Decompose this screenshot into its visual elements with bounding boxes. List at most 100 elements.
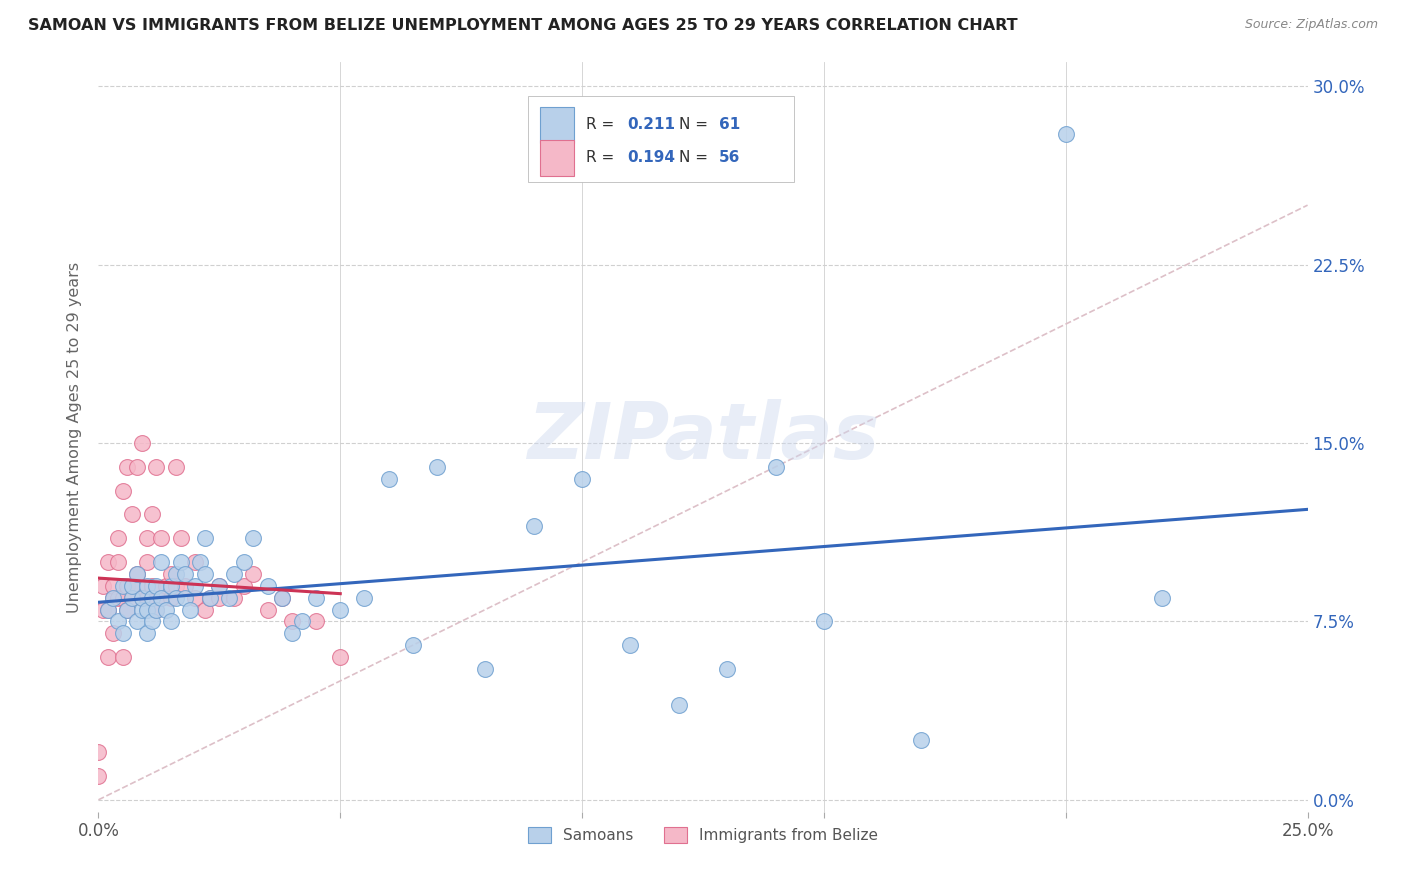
Point	[141, 579, 163, 593]
Point	[188, 555, 211, 569]
Point	[135, 591, 157, 605]
Point	[329, 602, 352, 616]
Point	[271, 591, 294, 605]
Point	[111, 650, 134, 665]
Point	[765, 459, 787, 474]
Point	[131, 436, 153, 450]
Point	[184, 579, 207, 593]
Point	[377, 472, 399, 486]
Text: R =: R =	[586, 117, 619, 132]
Point	[194, 602, 217, 616]
Point	[145, 602, 167, 616]
Point	[150, 591, 173, 605]
Point	[97, 602, 120, 616]
Point	[111, 579, 134, 593]
FancyBboxPatch shape	[540, 140, 574, 176]
Point	[198, 591, 221, 605]
Text: SAMOAN VS IMMIGRANTS FROM BELIZE UNEMPLOYMENT AMONG AGES 25 TO 29 YEARS CORRELAT: SAMOAN VS IMMIGRANTS FROM BELIZE UNEMPLO…	[28, 18, 1018, 33]
FancyBboxPatch shape	[527, 96, 793, 182]
Point	[131, 591, 153, 605]
Point	[135, 579, 157, 593]
Point	[208, 579, 231, 593]
Point	[242, 531, 264, 545]
Point	[127, 566, 149, 581]
Point	[165, 591, 187, 605]
Y-axis label: Unemployment Among Ages 25 to 29 years: Unemployment Among Ages 25 to 29 years	[67, 261, 83, 613]
Point	[256, 602, 278, 616]
Point	[222, 591, 245, 605]
Text: 0.211: 0.211	[627, 117, 675, 132]
Point	[111, 626, 134, 640]
Point	[1054, 127, 1077, 141]
Point	[160, 566, 183, 581]
Text: R =: R =	[586, 150, 619, 165]
Point	[474, 662, 496, 676]
Point	[174, 566, 197, 581]
Point	[121, 591, 143, 605]
Point	[97, 602, 120, 616]
Point	[117, 579, 139, 593]
Point	[135, 555, 157, 569]
Point	[813, 615, 835, 629]
Point	[101, 579, 124, 593]
Point	[141, 508, 163, 522]
Point	[87, 769, 110, 783]
Point	[426, 459, 449, 474]
Text: 61: 61	[718, 117, 740, 132]
Point	[135, 531, 157, 545]
Point	[117, 459, 139, 474]
Point	[150, 531, 173, 545]
Point	[127, 615, 149, 629]
Point	[1152, 591, 1174, 605]
Point	[101, 591, 124, 605]
Point	[242, 566, 264, 581]
Point	[305, 615, 328, 629]
Point	[127, 566, 149, 581]
Point	[232, 555, 254, 569]
Point	[329, 650, 352, 665]
Point	[160, 579, 183, 593]
Text: N =: N =	[679, 117, 713, 132]
Text: N =: N =	[679, 150, 713, 165]
Text: 56: 56	[718, 150, 740, 165]
Point	[111, 483, 134, 498]
Point	[107, 531, 129, 545]
Point	[222, 566, 245, 581]
Point	[169, 555, 191, 569]
Point	[169, 531, 191, 545]
Point	[194, 566, 217, 581]
Point	[141, 615, 163, 629]
Point	[145, 459, 167, 474]
Point	[127, 459, 149, 474]
Point	[208, 591, 231, 605]
Point	[97, 650, 120, 665]
Point	[232, 579, 254, 593]
Point	[135, 626, 157, 640]
Point	[145, 602, 167, 616]
Point	[150, 555, 173, 569]
Point	[619, 638, 641, 652]
Point	[101, 591, 124, 605]
Point	[165, 579, 187, 593]
Point	[91, 602, 114, 616]
Point	[184, 555, 207, 569]
Point	[107, 591, 129, 605]
Point	[910, 733, 932, 747]
Point	[160, 591, 183, 605]
Point	[218, 591, 240, 605]
Point	[198, 591, 221, 605]
Point	[121, 579, 143, 593]
Point	[165, 459, 187, 474]
Text: Source: ZipAtlas.com: Source: ZipAtlas.com	[1244, 18, 1378, 31]
Point	[121, 591, 143, 605]
Point	[121, 508, 143, 522]
Point	[281, 615, 304, 629]
Text: ZIPatlas: ZIPatlas	[527, 399, 879, 475]
Point	[160, 615, 183, 629]
Point	[155, 602, 177, 616]
Point	[208, 579, 231, 593]
Point	[256, 579, 278, 593]
Point	[165, 566, 187, 581]
Point	[194, 531, 217, 545]
Point	[150, 591, 173, 605]
